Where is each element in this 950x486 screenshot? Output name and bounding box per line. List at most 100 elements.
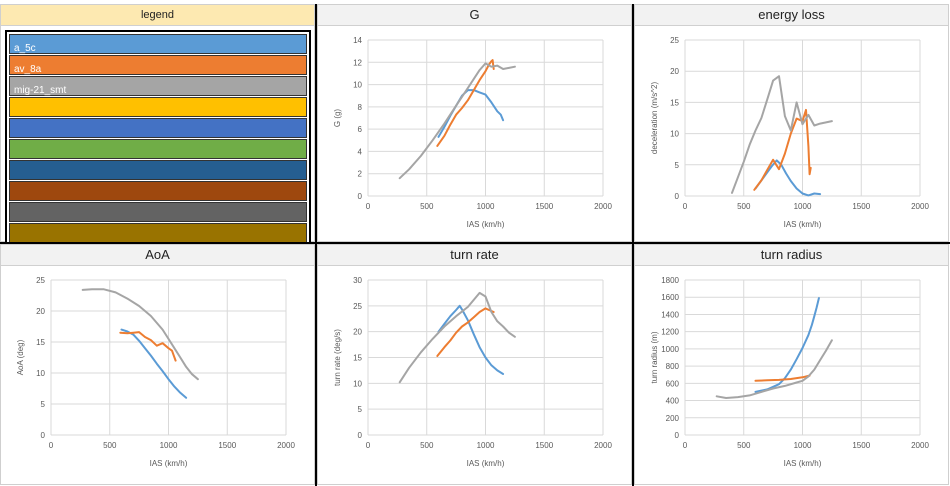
x-tick-label: 1000: [160, 441, 178, 450]
legend-cell: legend a_5c av_8a mig-21_smt: [0, 4, 315, 244]
y-tick-label: 25: [670, 36, 679, 45]
series-line-mig-21-smt: [398, 291, 516, 384]
x-tick-label: 2000: [594, 441, 612, 450]
y-tick-label: 10: [353, 379, 362, 388]
chart-title: AoA: [1, 245, 314, 266]
y-tick-label: 4: [358, 147, 363, 156]
chart-g[interactable]: 0 2 4 6 8 10 12 14 0 500 1000 1500 2000 IAS (km/h) G (…: [318, 26, 631, 242]
y-tick-label: 25: [353, 302, 362, 311]
y-axis-label: G (g): [333, 109, 342, 128]
legend-entry: [9, 139, 307, 159]
legend-entry-label: mig-21_smt: [14, 85, 67, 96]
y-tick-label: 8: [358, 103, 363, 112]
x-tick-label: 1000: [477, 441, 495, 450]
y-tick-label: 5: [41, 400, 46, 409]
y-tick-label: 6: [358, 125, 363, 134]
series-line-av-8a: [753, 108, 812, 191]
x-tick-label: 0: [683, 441, 688, 450]
legend-entry: av_8a: [9, 55, 307, 75]
x-tick-label: 1500: [852, 202, 870, 211]
x-tick-label: 500: [737, 441, 751, 450]
row-divider: [0, 242, 315, 244]
y-tick-label: 400: [666, 397, 680, 406]
legend-entry: [9, 118, 307, 138]
legend-entry: [9, 181, 307, 201]
x-tick-label: 500: [420, 202, 434, 211]
chart-cell-turn-radius[interactable]: turn radius 0 200 400 600 800 1000 1200 1400 160…: [634, 244, 949, 485]
chart-cell-g[interactable]: G 0 2 4 6 8 10 12 14 0 500 1000 1500 2000 IAS (km/h) G…: [317, 4, 632, 242]
x-tick-label: 0: [366, 202, 371, 211]
y-tick-label: 2: [358, 170, 363, 179]
x-tick-label: 2000: [594, 202, 612, 211]
y-tick-label: 0: [675, 192, 680, 201]
x-tick-label: 1500: [218, 441, 236, 450]
x-axis-label: IAS (km/h): [784, 459, 822, 468]
column-divider: [315, 4, 317, 486]
series-line-av-8a: [436, 59, 495, 147]
chart-turn-radius[interactable]: 0 200 400 600 800 1000 1200 1400 1600 1800 0 500 100…: [635, 266, 948, 485]
series-line-av-8a: [119, 331, 177, 362]
x-axis-label: IAS (km/h): [467, 220, 505, 229]
y-tick-label: 10: [36, 369, 45, 378]
legend-entry: [9, 202, 307, 222]
legend-entry: mig-21_smt: [9, 76, 307, 96]
y-tick-label: 800: [666, 362, 680, 371]
series-line-mig-21-smt: [731, 75, 833, 194]
y-axis-label: turn radius (m): [650, 331, 659, 383]
y-tick-label: 1000: [661, 345, 679, 354]
chart-aoa[interactable]: 0 5 10 15 20 25 0 500 1000 1500 2000 IAS (km/h) AoA …: [1, 266, 314, 485]
x-axis-label: IAS (km/h): [784, 220, 822, 229]
y-tick-label: 20: [670, 67, 679, 76]
legend-entry: a_5c: [9, 34, 307, 54]
y-tick-label: 15: [353, 354, 362, 363]
chart-cell-energy-loss[interactable]: energy loss 0 5 10 15 20 25 0 500 1000 1500 2000 IA…: [634, 4, 949, 242]
y-tick-label: 200: [666, 414, 680, 423]
chart-turn-rate[interactable]: 0 5 10 15 20 25 30 0 500 1000 1500 2000 IAS (km/h) tu…: [318, 266, 631, 485]
y-tick-label: 10: [353, 81, 362, 90]
y-tick-label: 1200: [661, 328, 679, 337]
x-tick-label: 2000: [277, 441, 295, 450]
y-tick-label: 0: [675, 431, 680, 440]
legend-entry: [9, 223, 307, 243]
x-axis-label: IAS (km/h): [150, 459, 188, 468]
legend-entry-label: av_8a: [14, 64, 42, 75]
x-tick-label: 1500: [535, 202, 553, 211]
y-tick-label: 600: [666, 379, 680, 388]
x-tick-label: 2000: [911, 441, 929, 450]
chart-title: energy loss: [635, 5, 948, 26]
y-tick-label: 1400: [661, 310, 679, 319]
y-tick-label: 0: [358, 431, 363, 440]
y-tick-label: 0: [358, 192, 363, 201]
series-line-mig-21-smt: [398, 62, 516, 180]
x-tick-label: 500: [737, 202, 751, 211]
x-tick-label: 0: [49, 441, 54, 450]
y-axis-label: AoA (deg): [16, 339, 25, 375]
series-line-mig-21-smt: [81, 288, 199, 381]
chart-cell-turn-rate[interactable]: turn rate 0 5 10 15 20 25 30 0 500 1000 1500 2000 IA…: [317, 244, 632, 485]
x-axis-label: IAS (km/h): [467, 459, 505, 468]
chart-title: turn rate: [318, 245, 631, 266]
x-tick-label: 1500: [535, 441, 553, 450]
chart-energy-loss[interactable]: 0 5 10 15 20 25 0 500 1000 1500 2000 IAS (km/h) dece…: [635, 26, 948, 242]
y-tick-label: 30: [353, 276, 362, 285]
x-tick-label: 500: [420, 441, 434, 450]
x-tick-label: 2000: [911, 202, 929, 211]
series-line-a-5c: [437, 304, 505, 375]
y-tick-label: 25: [36, 276, 45, 285]
y-tick-label: 14: [353, 36, 362, 45]
x-tick-label: 1500: [852, 441, 870, 450]
x-tick-label: 1000: [794, 441, 812, 450]
x-tick-label: 1000: [794, 202, 812, 211]
x-tick-label: 500: [103, 441, 117, 450]
row-divider: [315, 242, 950, 244]
y-tick-label: 0: [41, 431, 46, 440]
y-tick-label: 15: [670, 98, 679, 107]
y-axis-label: deceleration (m/s^2): [650, 82, 659, 155]
x-tick-label: 0: [683, 202, 688, 211]
series-line-a-5c: [120, 328, 188, 399]
legend-entry-label: a_5c: [14, 43, 36, 54]
y-axis-label: turn rate (deg/s): [333, 329, 342, 386]
chart-cell-aoa[interactable]: AoA 0 5 10 15 20 25 0 500 1000 1500 2000 IAS (km/h)…: [0, 244, 315, 485]
legend-entry: [9, 160, 307, 180]
